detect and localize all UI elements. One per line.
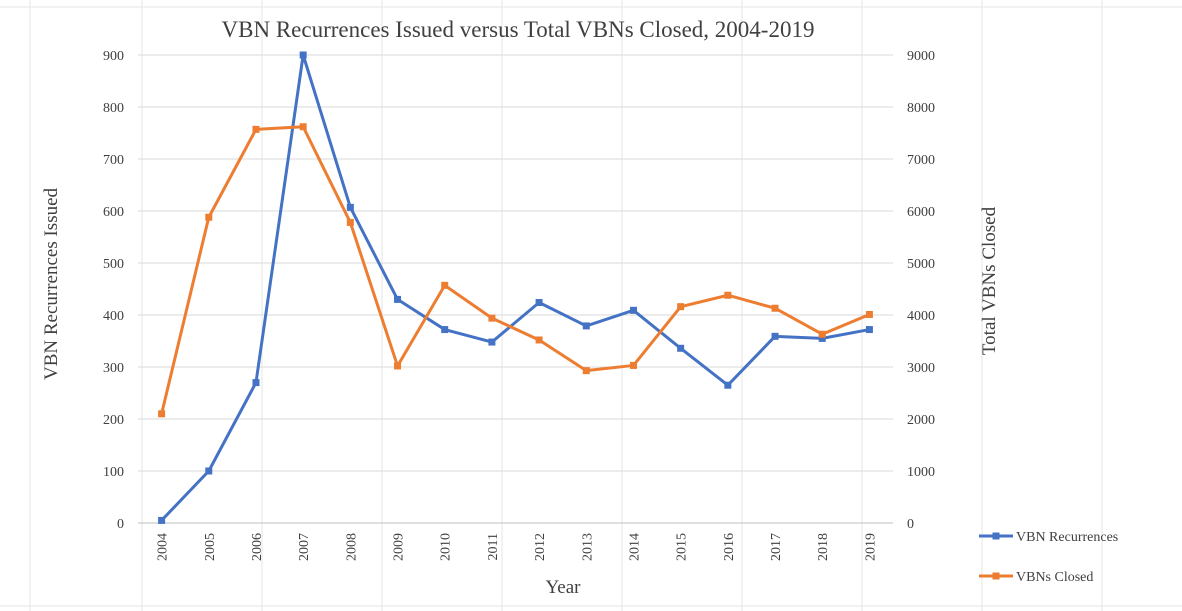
x-tick-label: 2004 (156, 533, 171, 561)
y-left-tick-label: 800 (103, 101, 124, 116)
x-tick-label: 2010 (439, 533, 454, 561)
data-point-vbn-recurrences (488, 338, 496, 346)
data-point-vbns-closed (677, 303, 685, 311)
data-point-vbns-closed (346, 218, 354, 226)
series-line-vbns-closed (160, 125, 870, 415)
data-point-vbns-closed (299, 123, 307, 131)
x-tick-label: 2005 (203, 533, 218, 561)
legend: VBN Recurrences VBNs Closed (979, 530, 1118, 585)
data-point-vbn-recurrences (252, 379, 260, 387)
x-tick-label: 2016 (722, 533, 737, 561)
x-tick-label: 2006 (250, 533, 265, 561)
left-axis-ticks: 0 100 200 300 400 500 600 700 800 900 (103, 49, 124, 532)
data-point-vbn-recurrences (441, 326, 449, 334)
data-point-vbns-closed (394, 362, 402, 370)
data-point-vbn-recurrences (394, 295, 402, 303)
data-point-vbns-closed (441, 281, 449, 289)
data-point-vbn-recurrences (582, 322, 590, 330)
y-left-tick-label: 700 (103, 153, 124, 168)
x-tick-label: 2017 (769, 533, 784, 561)
y-axis-right-label: Total VBNs Closed (979, 206, 1000, 355)
y-right-tick-label: 1000 (907, 465, 935, 480)
data-point-vbn-recurrences (535, 299, 543, 307)
legend-marker-vbn-recurrences (992, 532, 1000, 540)
series-layer (158, 51, 873, 524)
x-axis-ticks: 2004 2005 2006 2007 2008 2009 2010 2011 2012 2013… (156, 533, 879, 561)
x-axis-label: Year (545, 577, 581, 598)
y-left-tick-label: 600 (103, 205, 124, 220)
data-point-vbn-recurrences (158, 516, 166, 524)
data-point-vbns-closed (865, 310, 873, 318)
x-tick-label: 2019 (863, 533, 878, 561)
data-point-vbn-recurrences (771, 332, 779, 340)
y-left-tick-label: 0 (117, 517, 124, 532)
x-tick-label: 2018 (816, 533, 831, 561)
data-point-vbn-recurrences (629, 306, 637, 314)
y-left-tick-label: 300 (103, 361, 124, 376)
y-right-tick-label: 6000 (907, 205, 935, 220)
horizontal-gridlines (138, 54, 893, 524)
y-right-tick-label: 9000 (907, 49, 935, 64)
legend-label-vbn-recurrences: VBN Recurrences (1016, 530, 1118, 545)
data-point-vbns-closed (535, 336, 543, 344)
x-tick-label: 2013 (580, 533, 595, 561)
x-tick-label: 2012 (533, 533, 548, 561)
data-point-vbns-closed (488, 314, 496, 322)
x-tick-label: 2007 (297, 533, 312, 561)
legend-label-vbns-closed: VBNs Closed (1016, 570, 1093, 585)
y-right-tick-label: 7000 (907, 153, 935, 168)
data-point-vbns-closed (252, 125, 260, 133)
data-point-vbn-recurrences (724, 381, 732, 389)
series-line-vbn-recurrences (160, 53, 870, 522)
y-left-tick-label: 400 (103, 309, 124, 324)
data-point-vbns-closed (724, 291, 732, 299)
data-point-vbns-closed (629, 361, 637, 369)
x-tick-label: 2008 (344, 533, 359, 561)
x-tick-label: 2009 (392, 533, 407, 561)
data-point-vbns-closed (205, 213, 213, 221)
y-axis-left-label: VBN Recurrences Issued (41, 187, 62, 380)
y-right-tick-label: 2000 (907, 413, 935, 428)
y-right-tick-label: 5000 (907, 257, 935, 272)
data-point-vbns-closed (771, 304, 779, 312)
y-left-tick-label: 200 (103, 413, 124, 428)
y-left-tick-label: 900 (103, 49, 124, 64)
data-point-vbn-recurrences (818, 334, 826, 342)
x-tick-label: 2014 (627, 533, 642, 561)
data-point-vbns-closed (582, 367, 590, 375)
data-point-vbn-recurrences (677, 344, 685, 352)
x-tick-label: 2011 (486, 533, 501, 560)
y-left-tick-label: 500 (103, 257, 124, 272)
x-tick-label: 2015 (675, 533, 690, 561)
chart-title: VBN Recurrences Issued versus Total VBNs… (222, 17, 815, 42)
data-point-vbns-closed (818, 330, 826, 338)
y-right-tick-label: 8000 (907, 101, 935, 116)
y-left-tick-label: 100 (103, 465, 124, 480)
right-axis-ticks: 0 1000 2000 3000 4000 5000 6000 7000 8000 9000 (907, 49, 935, 532)
data-point-vbn-recurrences (299, 51, 307, 59)
legend-marker-vbns-closed (992, 572, 1000, 580)
data-point-vbns-closed (158, 410, 166, 418)
data-point-vbn-recurrences (205, 467, 213, 475)
data-point-vbn-recurrences (346, 203, 354, 211)
y-right-tick-label: 3000 (907, 361, 935, 376)
data-point-vbn-recurrences (865, 326, 873, 334)
y-right-tick-label: 0 (907, 517, 914, 532)
y-right-tick-label: 4000 (907, 309, 935, 324)
